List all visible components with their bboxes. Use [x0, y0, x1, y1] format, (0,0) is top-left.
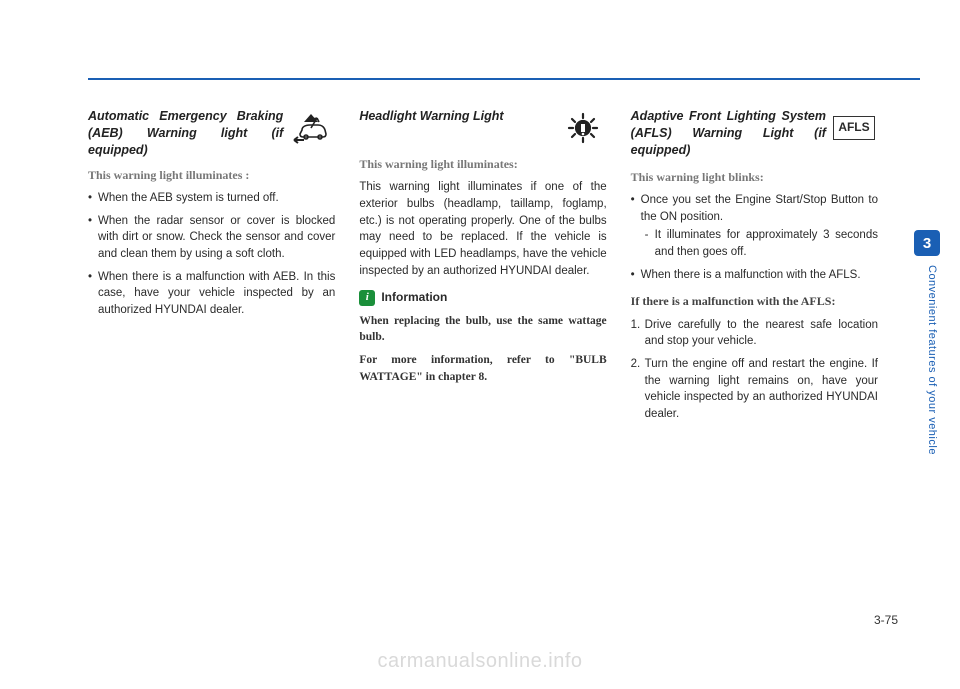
info-row: i Information [359, 289, 606, 306]
info-label: Information [381, 289, 447, 306]
list-item-text: Once you set the Engine Start/Stop Butto… [641, 194, 878, 223]
column-1: Automatic Emergency Braking (AEB) Warnin… [88, 108, 335, 429]
column-2: Headlight Warning Light [359, 108, 606, 429]
col3-heading: Adaptive Front Lighting System (AFLS) Wa… [631, 108, 830, 159]
col2-body: This warning light illuminates if one of… [359, 179, 606, 279]
step-number: 2. [631, 356, 641, 373]
top-rule [88, 78, 920, 80]
col3-subhead2: If there is a malfunction with the AFLS: [631, 293, 878, 310]
step-item: 2. Turn the engine off and restart the e… [631, 356, 878, 423]
page-content: Automatic Emergency Braking (AEB) Warnin… [88, 108, 878, 429]
list-item: Once you set the Engine Start/Stop Butto… [631, 192, 878, 261]
headlight-warning-icon [559, 108, 607, 148]
col2-heading: Headlight Warning Light [359, 108, 558, 125]
col2-subhead: This warning light illuminates: [359, 156, 606, 173]
list-item: When the AEB system is turned off. [88, 190, 335, 207]
col1-subhead: This warning light illuminates : [88, 167, 335, 184]
col3-bullet-list: Once you set the Engine Start/Stop Butto… [631, 192, 878, 283]
chapter-tab: 3 [914, 230, 940, 256]
info-text-2: For more information, refer to "BULB WAT… [359, 352, 606, 385]
col1-bullet-list: When the AEB system is turned off. When … [88, 190, 335, 319]
col2-heading-row: Headlight Warning Light [359, 108, 606, 148]
column-3: Adaptive Front Lighting System (AFLS) Wa… [631, 108, 878, 429]
info-text-1: When replacing the bulb, use the same wa… [359, 313, 606, 346]
list-item: When there is a malfunction with the AFL… [631, 267, 878, 284]
aeb-warning-icon [287, 108, 335, 148]
step-text: Drive carefully to the nearest safe loca… [645, 319, 878, 348]
watermark: carmanualsonline.info [0, 650, 960, 673]
col1-heading: Automatic Emergency Braking (AEB) Warnin… [88, 108, 287, 159]
sub-list-item: It illuminates for approximately 3 secon… [641, 227, 878, 260]
afls-badge-text: AFLS [833, 116, 874, 139]
col3-subhead: This warning light blinks: [631, 169, 878, 186]
col1-heading-row: Automatic Emergency Braking (AEB) Warnin… [88, 108, 335, 159]
step-item: 1. Drive carefully to the nearest safe l… [631, 317, 878, 350]
list-item: When there is a malfunction with AEB. In… [88, 269, 335, 319]
step-text: Turn the engine off and restart the engi… [645, 358, 878, 420]
chapter-side-label: Convenient features of your vehicle [926, 265, 938, 455]
step-number: 1. [631, 317, 641, 334]
col3-heading-row: Adaptive Front Lighting System (AFLS) Wa… [631, 108, 878, 159]
info-badge-icon: i [359, 290, 375, 306]
page-number: 3-75 [874, 613, 898, 627]
list-item: When the radar sensor or cover is blocke… [88, 213, 335, 263]
afls-badge-icon: AFLS [830, 108, 878, 148]
